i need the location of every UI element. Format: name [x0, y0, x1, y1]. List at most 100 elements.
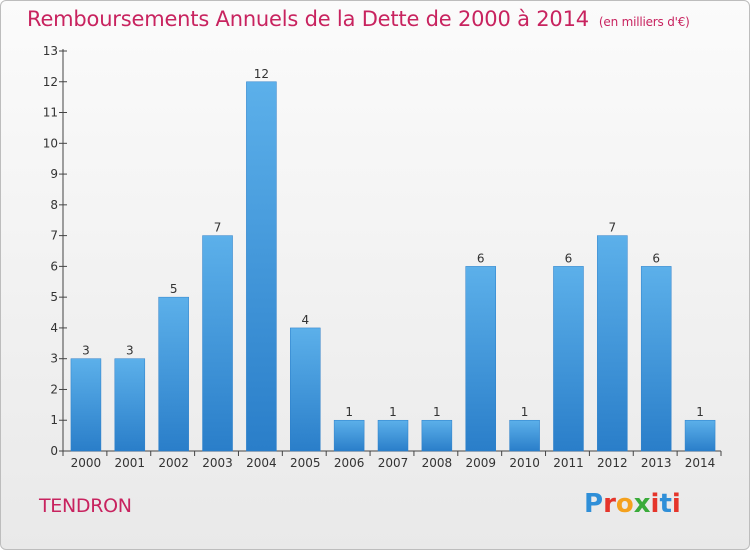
x-tick: 2009	[457, 451, 496, 470]
x-tick: 2007	[369, 451, 409, 470]
bar-2011	[553, 266, 584, 452]
data-label-2010: 1	[521, 405, 529, 419]
y-tick: 6	[50, 259, 67, 273]
x-tick-label: 2008	[422, 456, 453, 470]
x-tick-label: 2012	[597, 456, 628, 470]
y-tick: 9	[50, 167, 67, 181]
y-tick: 0	[50, 444, 67, 458]
x-tick: 2000	[62, 451, 102, 470]
bar-2002	[158, 296, 189, 452]
y-tick: 4	[50, 321, 67, 335]
x-tick: 2011	[545, 451, 584, 470]
bar-2001	[114, 358, 146, 452]
bar-2010	[509, 419, 540, 452]
data-label-2005: 4	[301, 313, 309, 327]
y-tick-label: 1	[50, 413, 58, 427]
bar-2007	[377, 419, 409, 452]
chart-title: Remboursements Annuels de la Dette de 20…	[27, 7, 690, 31]
x-tick: 2003	[194, 451, 233, 470]
data-label-2008: 1	[433, 405, 441, 419]
x-tick: 2001	[106, 451, 146, 470]
x-tick-label: 2010	[509, 456, 540, 470]
x-tick: 2014	[676, 451, 716, 470]
y-tick-label: 0	[50, 444, 58, 458]
y-tick: 11	[43, 106, 67, 120]
x-tick-label: 2011	[553, 456, 584, 470]
x-tick-label: 2013	[641, 456, 672, 470]
x-tick-label: 2009	[465, 456, 496, 470]
data-label-2001: 3	[126, 344, 134, 358]
y-tick-label: 11	[43, 106, 58, 120]
x-tick: 2010	[501, 451, 540, 470]
bar-2008	[421, 419, 453, 452]
x-tick-label: 2000	[71, 456, 102, 470]
y-tick: 13	[43, 44, 67, 58]
bar-2013	[640, 266, 672, 452]
data-label-2004: 12	[254, 67, 269, 81]
data-label-2000: 3	[82, 344, 90, 358]
data-label-2009: 6	[477, 251, 485, 265]
y-tick-label: 12	[43, 75, 58, 89]
x-tick: 2002	[150, 451, 189, 470]
x-tick: 2012	[588, 451, 628, 470]
logo-letter: P	[584, 489, 604, 519]
x-tick: 2008	[413, 451, 453, 470]
data-label-2002: 5	[170, 282, 178, 296]
y-tick-label: 7	[50, 229, 58, 243]
data-label-2006: 1	[345, 405, 353, 419]
x-tick-label: 2007	[378, 456, 409, 470]
y-tick-label: 3	[50, 352, 58, 366]
data-label-2003: 7	[214, 221, 222, 235]
chart-unit: (en milliers d'€)	[598, 15, 690, 29]
data-label-2011: 6	[565, 251, 573, 265]
bar-2000	[70, 358, 102, 452]
bar-2003	[202, 235, 233, 452]
x-tick-label: 2005	[290, 456, 321, 470]
proxiti-logo: Proxiti	[584, 489, 681, 519]
x-tick: 2006	[325, 451, 364, 470]
bar-2004	[246, 81, 277, 452]
logo-letter: r	[603, 489, 616, 519]
logo-letter: i	[671, 489, 681, 519]
y-tick-label: 9	[50, 167, 58, 181]
x-tick: 2004	[237, 451, 277, 470]
logo-letter: x	[633, 489, 651, 519]
bar-2012	[597, 235, 628, 452]
y-tick-label: 5	[50, 290, 58, 304]
commune-name: TENDRON	[39, 495, 132, 517]
x-tick-label: 2003	[202, 456, 233, 470]
y-tick: 5	[50, 290, 67, 304]
y-tick: 8	[50, 198, 67, 212]
y-tick: 7	[50, 229, 67, 243]
y-tick: 1	[50, 413, 67, 427]
y-tick: 2	[50, 382, 67, 396]
bar-2014	[684, 419, 716, 452]
data-label-2014: 1	[696, 405, 704, 419]
y-tick: 3	[50, 352, 67, 366]
chart-title-text: Remboursements Annuels de la Dette de 20…	[27, 7, 589, 31]
data-label-2012: 7	[609, 221, 617, 235]
logo-letter: o	[615, 489, 634, 519]
y-tick-label: 6	[50, 259, 58, 273]
x-tick-label: 2004	[246, 456, 277, 470]
x-tick: 2013	[632, 451, 672, 470]
y-tick-label: 4	[50, 321, 58, 335]
data-label-2013: 6	[652, 251, 660, 265]
data-label-2007: 1	[389, 405, 397, 419]
bar-2006	[333, 419, 365, 452]
logo-letter: t	[659, 489, 672, 519]
y-tick-label: 2	[50, 382, 58, 396]
x-tick-label: 2001	[115, 456, 146, 470]
y-tick-label: 8	[50, 198, 58, 212]
x-tick-label: 2002	[158, 456, 189, 470]
x-tick-label: 2014	[685, 456, 716, 470]
x-tick: 2005	[281, 451, 321, 470]
bar-2005	[290, 327, 321, 452]
y-tick: 12	[43, 75, 67, 89]
y-tick: 10	[43, 136, 67, 150]
bar-2009	[465, 266, 496, 452]
